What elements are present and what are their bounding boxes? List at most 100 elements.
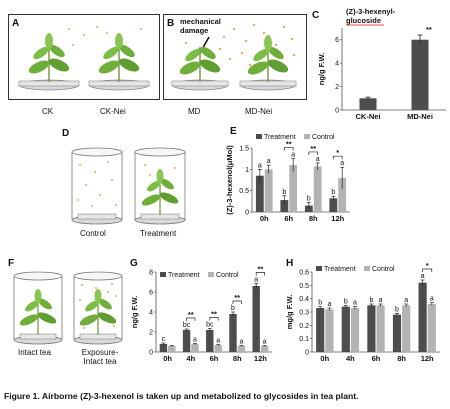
chart-h-letter: b [344, 298, 348, 305]
chart-e-significance: * [336, 148, 339, 157]
chart-g-y-tick-label: 6 [149, 290, 153, 297]
chart-c-x-tick-label: CK-Nei [355, 112, 380, 121]
chart-g-y-label: ng/g F.W. [130, 296, 139, 329]
chart-h-letter: a [379, 297, 383, 304]
chart-h-y-tick-label: 0.4 [299, 296, 309, 303]
chart-g-significance: ** [257, 265, 263, 274]
chart-h-y-tick-label: 0 [305, 350, 309, 357]
chart-e-letter: a [258, 162, 262, 169]
chart-c-title-line2: glucoside [346, 16, 381, 25]
chart-c-y-tick-label: 0 [335, 108, 339, 115]
chart-g-significance: ** [234, 293, 240, 302]
chart-e-legend-swatch-treatment [256, 134, 262, 139]
chart-h-y-tick-label: 0.3 [299, 310, 309, 317]
chart-g-x-tick-label: 8h [233, 354, 242, 363]
chart-g-y-tick-label: 0 [149, 350, 153, 357]
chart-h-bar-treatment [341, 306, 350, 352]
panel-b-label: B [167, 18, 175, 29]
panel-a-label: A [12, 18, 20, 29]
chart-e-y-tick-label: 1 [245, 167, 249, 174]
panel-a: A [8, 14, 160, 100]
chart-g-letter: b [231, 305, 235, 312]
plant-label-md-nei: MD-Nei [245, 107, 273, 116]
panel-g-label: G [130, 258, 138, 269]
chart-h-y-tick-label: 0.5 [299, 283, 309, 290]
chart-c-bar [359, 98, 377, 110]
chart-e-legend-treatment: Treatment [264, 134, 296, 141]
chart-h-bar-treatment [316, 308, 325, 352]
chart-c-y-tick-label: 6 [335, 37, 339, 44]
container-label-intact-tea: Intact tea [18, 348, 51, 357]
chart-e-bar-control [338, 177, 347, 212]
container-control-illustration [71, 147, 123, 225]
chart-g-x-tick-label: 4h [186, 354, 195, 363]
plant-label-ck-nei: CK-Nei [100, 107, 126, 116]
chart-h-letter: a [404, 297, 408, 304]
chart-e-letter: a [316, 156, 320, 163]
chart-h-letter: a [327, 301, 331, 308]
chart-c-y-tick-label: 2 [335, 84, 339, 91]
chart-h-bar-control [350, 308, 360, 352]
chart-h-y-label: mg/g F.W. [285, 295, 294, 330]
chart-g-bar-control [191, 344, 199, 352]
chart-c-x-tick-label: MD-Nei [407, 112, 433, 121]
chart-e-y-tick-label: 0 [245, 210, 249, 217]
chart-h-bar-control [402, 305, 411, 352]
chart-e-bar-treatment [304, 205, 313, 212]
chart-h-bar-treatment [418, 282, 427, 352]
chart-g-y-tick-label: 2 [149, 330, 153, 337]
chart-e-y-tick-label: 0.5 [239, 188, 249, 195]
chart-g-letter: bc [206, 322, 214, 329]
chart-e-x-tick-label: 12h [331, 214, 344, 223]
chart-g-x-tick-label: 0h [163, 354, 172, 363]
chart-h-letter: b [318, 300, 322, 307]
chart-h-bar-control [427, 304, 436, 352]
chart-e-bar-control [313, 166, 322, 212]
chart-e-bar-control [264, 169, 273, 212]
chart-g-bar-treatment [206, 330, 214, 352]
chart-h-x-tick-label: 4h [346, 354, 355, 363]
chart-e-legend-swatch-control [304, 134, 310, 139]
chart-g-significance: ** [188, 310, 194, 319]
chart-e-bar-treatment [280, 200, 289, 212]
chart-g-legend-control: Control [216, 272, 239, 279]
chart-h-legend-treatment: Treatment [324, 266, 356, 273]
panel-c-label: C [312, 10, 320, 21]
panel-d-label: D [62, 128, 70, 139]
mechanical-damage-label: mechanical damage [180, 17, 221, 35]
chart-h-significance-bracket [422, 268, 433, 272]
chart-e-bar-control [289, 165, 298, 212]
plant-label-ck: CK [42, 107, 54, 116]
chart-e-significance-bracket [332, 155, 343, 160]
chart-g-letter: bc [183, 322, 191, 329]
plant-ck-illustration [18, 33, 80, 91]
chart-e-letter: a [340, 160, 344, 167]
chart-e-bar-treatment [329, 198, 338, 212]
chart-g-letter: a [239, 339, 243, 346]
chart-g-y-tick-label: 4 [149, 310, 153, 317]
chart-g-bar-control [214, 345, 222, 352]
chart-h-letter: a [353, 300, 357, 307]
chart-h-bar-treatment [392, 314, 402, 352]
chart-c-significance: ** [426, 25, 432, 34]
plant-ck-nei-illustration [88, 33, 150, 91]
chart-e-y-tick-label: 1.5 [239, 146, 249, 153]
chart-g-bar-treatment [252, 286, 260, 352]
chart-h-x-tick-label: 12h [421, 354, 434, 363]
chart-g-letter: a [254, 277, 258, 284]
chart-e-y-label: (Z)-3-hexenol(μMol) [225, 145, 234, 215]
container-label-treatment: Treatment [140, 229, 177, 238]
chart-e-x-tick-label: 6h [284, 214, 293, 223]
chart-g-bar-control [168, 346, 176, 352]
chart-h-y-tick-label: 0.1 [299, 336, 309, 343]
chart-h-y-tick-label: 0.2 [299, 323, 309, 330]
chart-h-bar-control [376, 305, 385, 352]
chart-e-significance-bracket [308, 151, 319, 155]
chart-g-x-tick-label: 6h [210, 354, 219, 363]
figure-caption: Figure 1. Airborne (Z)-3-hexenol is take… [4, 391, 359, 401]
